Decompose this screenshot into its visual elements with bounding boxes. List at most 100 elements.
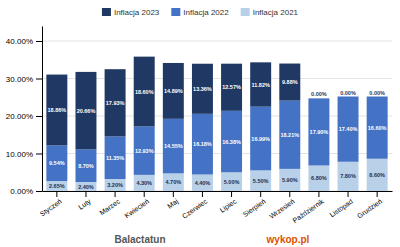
x-tick-mark [318,191,319,197]
legend-label: Inflacja 2023 [114,8,160,17]
x-tick: Lipiec [219,191,239,215]
data-label: 9.88% [282,79,298,85]
y-tick-mark [36,116,42,117]
bar [338,96,359,97]
bar [134,126,155,174]
x-tick-label: Marzec [98,197,121,216]
y-tick-label: 10.00% [6,150,33,159]
data-label: 18.86% [48,107,67,113]
bar [46,75,67,146]
x-tick: Luty [77,191,93,212]
bar [46,181,67,191]
x-tick-label: Sierpień [242,197,268,218]
data-label: 8.70% [78,163,94,169]
y-tick: 10.00% [6,150,42,159]
data-label: 16.18% [193,141,212,147]
y-tick: 30.00% [6,75,42,84]
x-tick-mark [289,191,290,197]
bars [46,57,387,191]
data-label: 12.93% [135,148,154,154]
y-tick-label: 40.00% [6,37,33,46]
x-tick-mark [115,191,116,197]
x-tick-label: Luty [77,197,93,211]
bar [75,149,96,182]
x-tick: Sierpień [242,191,268,219]
bar [75,72,96,149]
x-tick-mark [144,191,145,197]
x-tick: Listopad [328,191,354,219]
bar [192,114,213,175]
x-tick-label: Czerwiec [181,197,209,220]
data-label: 0.00% [369,90,385,96]
data-label: 17.93% [106,100,125,106]
annotations: Balactatunwykop.pl [114,234,309,245]
data-label: 2.65% [49,183,65,189]
y-tick-label: 30.00% [6,75,33,84]
x-tick-mark [348,191,349,197]
bar [279,101,300,169]
data-label: 16.99% [251,136,270,142]
data-label: 20.66% [77,108,96,114]
bar [46,145,67,181]
x-tick-mark [377,191,378,197]
grid [42,41,392,191]
bar [192,64,213,114]
data-label: 11.82% [251,82,269,88]
data-label: 5.50% [253,178,269,184]
data-labels: 2.65%2.40%3.20%4.30%4.70%4.40%5.00%5.50%… [48,79,387,189]
data-label: 2.40% [78,184,94,190]
bar [250,170,271,191]
bar [221,111,242,172]
grid-line [42,41,392,42]
x-tick: Styczeń [38,191,63,218]
x-tick-mark [56,191,57,197]
y-tick-mark [36,79,42,80]
data-label: 6.80% [311,175,327,181]
legend-item: Inflacja 2021 [241,8,299,17]
x-tick: Kwiecień [123,191,150,219]
legend-swatch [171,8,180,16]
y-tick-label: 0.00% [10,187,33,196]
data-label: 4.70% [166,179,182,185]
y-axis: 0.00% 10.00% 20.00% 30.00% 40.00% [6,27,43,197]
x-tick-label: Listopad [328,197,354,219]
legend: Inflacja 2023 Inflacja 2022 Inflacja 2021 [102,8,299,17]
y-tick-mark [36,41,42,42]
bar [367,159,388,191]
x-tick: Marzec [98,191,121,216]
data-label: 7.80% [340,173,356,179]
y-tick: 0.00% [10,187,42,196]
data-label: 4.30% [136,180,152,186]
bar [163,63,184,119]
chart: 2.65%2.40%3.20%4.30%4.70%4.40%5.00%5.50%… [0,0,400,247]
y-tick-label: 20.00% [6,112,33,121]
bar [105,179,126,191]
legend-swatch [241,8,250,16]
bar [134,175,155,191]
data-label: 3.20% [107,182,123,188]
bar [250,107,271,171]
x-axis: Styczeń Luty MarzecKwiecień MajCzerwiec Lipi… [38,191,392,224]
data-label: 14.55% [164,143,183,149]
x-tick-mark [173,191,174,197]
bar [367,97,388,159]
bar [308,98,329,99]
y-tick: 20.00% [6,112,42,121]
data-label: 16.38% [222,139,241,145]
bar-series [46,57,300,150]
legend-item: Inflacja 2022 [171,8,229,17]
y-axis-line [42,27,43,192]
data-label: 5.90% [282,177,298,183]
x-tick-mark [231,191,232,197]
legend-label: Inflacja 2021 [253,8,299,17]
data-label: 0.00% [311,91,327,97]
bar [279,169,300,191]
data-label: 4.40% [195,180,211,186]
x-tick-mark [85,191,86,197]
x-tick-label: Grudzień [356,197,383,219]
data-label: 16.60% [368,125,387,131]
data-label: 14.89% [164,88,183,94]
data-label: 0.00% [340,90,356,96]
x-tick-label: Maj [166,197,180,210]
bar [250,62,271,106]
